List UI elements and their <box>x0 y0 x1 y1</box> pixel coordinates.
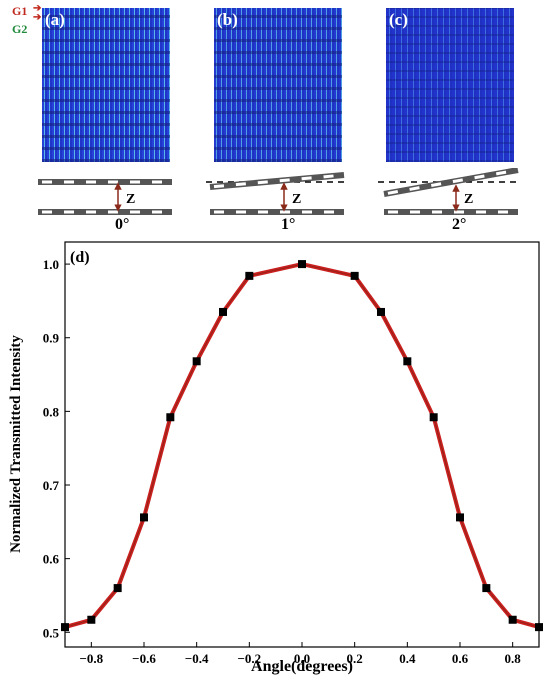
data-point <box>87 615 96 624</box>
data-point <box>245 271 254 280</box>
x-tick-label: 0.8 <box>505 651 522 666</box>
data-point <box>350 271 359 280</box>
y-tick-label: 0.9 <box>43 331 60 346</box>
angle-label-2: 2° <box>452 216 467 233</box>
x-ticks: −0.8 −0.6 −0.4 −0.2 0.0 0.2 0.4 0.6 0.8 <box>79 642 521 666</box>
y-tick-label: 0.7 <box>43 478 60 493</box>
x-tick-label: 0.6 <box>452 651 469 666</box>
data-point <box>429 413 438 422</box>
data-point <box>535 623 543 632</box>
y-axis-label: Normalized Transmitted Intensity <box>8 335 24 553</box>
schematic-0deg: Z <box>38 179 172 215</box>
angle-label-1: 1° <box>281 216 296 233</box>
data-point <box>192 357 201 366</box>
x-tick-label: −0.6 <box>132 651 156 666</box>
data-point <box>140 513 148 522</box>
y-tick-label: 0.5 <box>43 625 60 640</box>
data-point <box>403 357 412 366</box>
y-tick-label: 0.8 <box>43 404 60 419</box>
data-point <box>219 307 227 316</box>
panel-b-label: (b) <box>217 10 238 29</box>
y-ticks: 0.5 0.6 0.7 0.8 0.9 1.0 <box>43 257 70 640</box>
y-tick-label: 0.6 <box>43 552 60 567</box>
data-point <box>508 615 517 624</box>
data-markers <box>61 260 543 632</box>
gap-label: Z <box>126 192 135 207</box>
x-tick-label: −0.2 <box>237 651 261 666</box>
gap-label: Z <box>292 192 301 207</box>
data-point <box>377 307 385 316</box>
panel-b-field-image: (b) <box>214 8 342 162</box>
grating-g2-label: G2 <box>12 22 28 36</box>
panel-a-field-image: (a) <box>42 8 170 162</box>
panel-c-field-image: (c) <box>386 8 514 162</box>
panel-c-label: (c) <box>389 10 408 29</box>
grating-g1-label: G1 <box>12 4 28 18</box>
angle-label-0: 0° <box>115 216 130 233</box>
plot-frame <box>64 241 540 648</box>
x-tick-label: 0.0 <box>294 651 310 666</box>
data-point <box>113 584 122 593</box>
x-tick-label: 0.2 <box>347 651 363 666</box>
arrow-right-icon: ➔ <box>33 3 42 14</box>
panel-a-label: (a) <box>45 10 65 29</box>
arrow-right-icon: ➔ <box>33 12 42 23</box>
schematic-1deg: Z <box>206 172 345 215</box>
series-line <box>64 262 540 630</box>
data-point <box>166 413 175 422</box>
schematic-2deg: Z <box>378 168 520 215</box>
x-tick-label: 0.4 <box>399 651 416 666</box>
gap-label: Z <box>464 192 473 207</box>
x-tick-label: −0.8 <box>79 651 103 666</box>
data-point <box>456 513 464 522</box>
chart-panel-label: (d) <box>70 249 90 266</box>
data-point <box>482 584 491 593</box>
y-tick-label: 1.0 <box>43 257 59 272</box>
series-line-shade <box>64 263 540 628</box>
data-point <box>298 260 306 269</box>
data-point <box>61 623 69 632</box>
grating-schematics: Z Z Z <box>38 168 520 215</box>
x-tick-label: −0.4 <box>185 651 209 666</box>
x-axis-label: Angle(degrees) <box>251 658 353 675</box>
